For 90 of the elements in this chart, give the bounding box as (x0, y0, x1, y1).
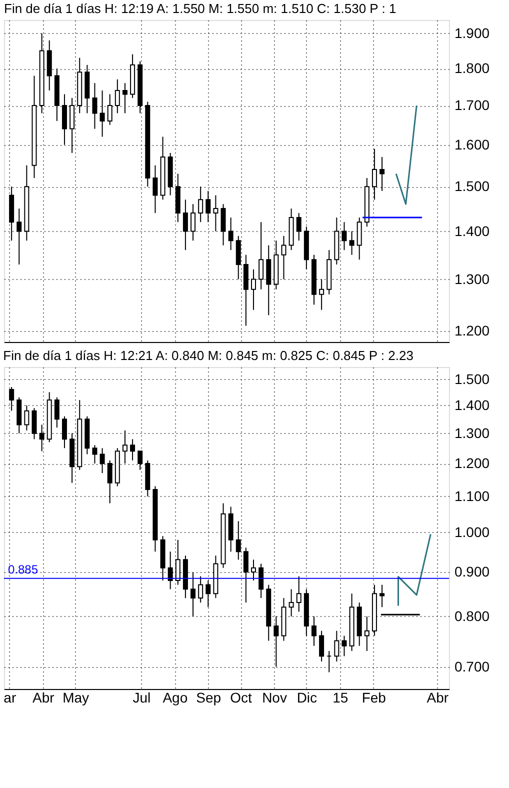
y-tick-label: 1.000 (454, 524, 490, 540)
candlestick (107, 460, 112, 504)
candlestick (296, 576, 302, 612)
candlestick (311, 616, 316, 646)
candlestick (39, 424, 44, 452)
candlestick (107, 94, 112, 126)
candlestick (213, 194, 218, 232)
candlestick (54, 396, 60, 428)
y-tick-label: 0.700 (454, 658, 490, 674)
candlestick (62, 416, 67, 449)
y-tick-label: 1.900 (454, 24, 490, 41)
x-tick-label: Dic (296, 690, 318, 706)
candlestick (16, 208, 22, 265)
candlestick (122, 430, 128, 464)
candlestick (32, 408, 37, 440)
x-tick-label: 15 (332, 690, 348, 706)
y-tick-label: 0.800 (454, 608, 490, 624)
candlestick (334, 630, 340, 662)
y-tick-label: 1.200 (454, 322, 490, 339)
y-tick-label: 1.400 (454, 396, 490, 413)
candlestick (198, 186, 204, 223)
candlestick (220, 204, 226, 246)
candlestick (380, 156, 385, 192)
candlestick (122, 82, 128, 114)
chart-title: Fin de día 1 días H: 12:21 A: 0.840 M: 0.845 m: 0.825 C: 0.845 P : 2.23 (3, 348, 414, 363)
candlestick (364, 616, 370, 652)
candlestick (70, 97, 75, 154)
y-tick-label: 1.100 (454, 488, 490, 504)
candlestick (251, 268, 256, 310)
candlestick (206, 190, 211, 223)
x-tick-label: Abr (32, 690, 55, 706)
y-tick-label: 1.500 (454, 370, 490, 387)
candlestick (100, 90, 105, 138)
candlestick (190, 572, 196, 617)
y-tick-label: 1.300 (454, 270, 490, 287)
candlestick (243, 547, 248, 604)
ref-line-label: 0.885 (8, 562, 38, 576)
x-tick-label: Ago (162, 690, 188, 706)
candlestick (190, 204, 196, 242)
candlestick (372, 148, 377, 200)
candlestick (152, 164, 158, 214)
x-tick-label: Abr (426, 690, 449, 706)
candlestick (168, 551, 173, 590)
candlestick (24, 404, 30, 431)
candlestick (182, 199, 188, 251)
candlestick (175, 539, 180, 586)
candlestick (251, 559, 256, 581)
y-tick-label: 1.500 (454, 178, 490, 194)
chart-title: Fin de día 1 días H: 12:19 A: 1.550 M: 1.550 m: 1.510 C: 1.530 P : 1 (4, 1, 396, 16)
candlestick (342, 222, 347, 251)
x-tick-label: Nov (262, 690, 287, 706)
candlestick (114, 78, 120, 114)
x-tick-label: May (62, 690, 90, 706)
candlestick (100, 448, 105, 474)
y-tick-label: 1.400 (454, 222, 490, 239)
candlestick (130, 438, 136, 461)
x-tick-label: Jul (132, 690, 151, 706)
candlestick (356, 217, 362, 260)
y-tick-label: 1.700 (454, 97, 490, 114)
y-tick-label: 0.900 (454, 564, 490, 580)
candlestick (349, 230, 354, 256)
candlestick (92, 444, 98, 464)
y-tick-label: 1.600 (454, 136, 490, 152)
candlestick (138, 450, 143, 470)
candlestick (62, 94, 67, 146)
candlestick (281, 235, 286, 280)
candlestick (206, 580, 211, 608)
x-tick-label: Feb (362, 690, 386, 706)
candlestick (296, 212, 302, 242)
candlestick (258, 222, 264, 290)
x-tick-label: ar (4, 690, 16, 706)
candlestick (9, 386, 14, 412)
candlestick (274, 616, 279, 668)
candlestick (288, 588, 294, 617)
y-tick-label: 1.200 (454, 455, 490, 472)
candlestick (319, 278, 324, 310)
x-tick-label: Oct (230, 690, 252, 706)
candlestick (236, 235, 241, 280)
candlestick (319, 630, 324, 662)
candlestick (92, 82, 98, 130)
candlestick (342, 635, 347, 657)
candlestick (228, 217, 234, 251)
candlestick (236, 520, 241, 560)
candlestick (380, 584, 385, 608)
x-tick-label: Sep (196, 690, 222, 706)
line-series (397, 533, 432, 607)
y-tick-label: 1.800 (454, 60, 490, 76)
candlestick (198, 576, 204, 604)
candlestick (258, 563, 264, 599)
y-tick-label: 1.300 (454, 424, 490, 441)
